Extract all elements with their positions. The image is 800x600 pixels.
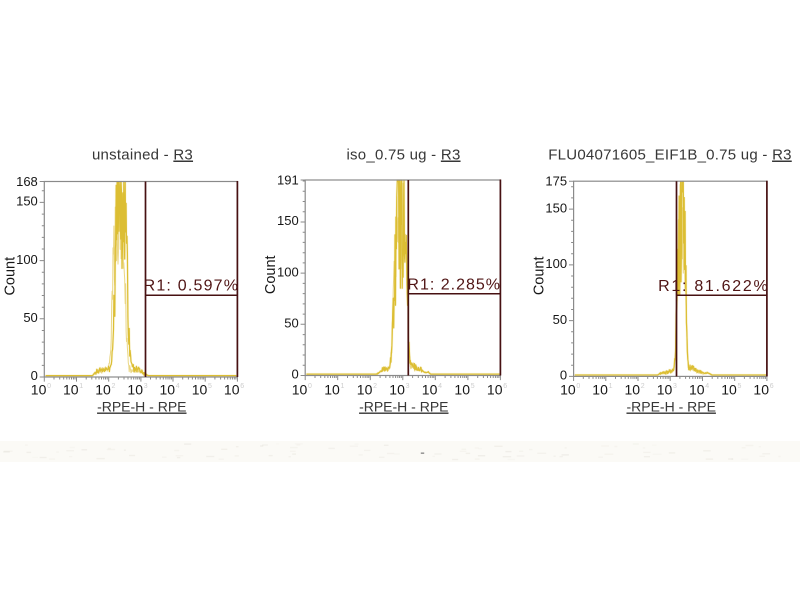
svg-text:10: 10 — [753, 382, 769, 398]
svg-text:0: 0 — [291, 367, 298, 382]
svg-text:10: 10 — [224, 382, 240, 398]
svg-text:Count: Count — [2, 257, 18, 296]
svg-text:10: 10 — [454, 382, 470, 398]
svg-text:6: 6 — [503, 383, 507, 390]
svg-text:4: 4 — [438, 383, 442, 390]
svg-text:10: 10 — [487, 382, 503, 398]
svg-text:-RPE-H - RPE: -RPE-H - RPE — [359, 399, 448, 415]
svg-text:10: 10 — [560, 382, 576, 398]
svg-text:R1: 2.285%: R1: 2.285% — [407, 276, 501, 293]
svg-text:150: 150 — [16, 194, 38, 209]
svg-text:5: 5 — [208, 383, 212, 390]
svg-text:10: 10 — [689, 382, 705, 398]
svg-text:10: 10 — [160, 382, 176, 398]
svg-text:10: 10 — [389, 382, 405, 398]
svg-text:150: 150 — [545, 200, 567, 215]
svg-text:0: 0 — [576, 383, 580, 390]
svg-text:0: 0 — [31, 368, 38, 383]
svg-text:10: 10 — [721, 382, 737, 398]
svg-text:10: 10 — [324, 382, 340, 398]
svg-text:10: 10 — [657, 382, 673, 398]
svg-text:50: 50 — [284, 316, 298, 331]
svg-text:1: 1 — [79, 383, 83, 390]
svg-text:5: 5 — [471, 383, 475, 390]
svg-text:0: 0 — [560, 368, 567, 383]
svg-text:FLU04071605_EIF1B_0.75 ug - R3: FLU04071605_EIF1B_0.75 ug - R3 — [548, 147, 792, 164]
svg-text:Count: Count — [532, 256, 548, 295]
svg-text:10: 10 — [127, 382, 143, 398]
svg-text:175: 175 — [545, 174, 567, 189]
svg-text:0: 0 — [47, 383, 51, 390]
svg-text:10: 10 — [357, 382, 373, 398]
svg-text:10: 10 — [625, 382, 641, 398]
svg-text:50: 50 — [23, 310, 37, 325]
svg-text:0: 0 — [308, 383, 312, 390]
svg-text:4: 4 — [705, 383, 709, 390]
svg-text:50: 50 — [553, 312, 567, 327]
svg-text:10: 10 — [95, 382, 111, 398]
svg-text:150: 150 — [277, 213, 299, 228]
svg-text:5: 5 — [738, 383, 742, 390]
svg-text:2: 2 — [373, 383, 377, 390]
svg-text:2: 2 — [641, 383, 645, 390]
svg-text:3: 3 — [673, 383, 677, 390]
svg-text:100: 100 — [277, 264, 299, 279]
svg-text:10: 10 — [63, 382, 79, 398]
svg-text:Count: Count — [263, 255, 279, 294]
svg-text:-RPE-H - RPE: -RPE-H - RPE — [626, 399, 715, 415]
svg-text:unstained - R3: unstained - R3 — [92, 147, 193, 164]
svg-text:100: 100 — [16, 252, 38, 267]
svg-text:1: 1 — [609, 383, 613, 390]
svg-text:iso_0.75 ug - R3: iso_0.75 ug - R3 — [346, 147, 460, 164]
svg-text:10: 10 — [292, 382, 308, 398]
svg-text:168: 168 — [16, 174, 38, 189]
svg-text:R1: 0.597%: R1: 0.597% — [144, 278, 240, 295]
svg-text:10: 10 — [31, 382, 47, 398]
svg-text:R1: 81.622%: R1: 81.622% — [658, 278, 769, 295]
svg-text:-RPE-H - RPE: -RPE-H - RPE — [97, 399, 186, 415]
svg-text:4: 4 — [176, 383, 180, 390]
svg-text:191: 191 — [277, 172, 299, 187]
svg-text:10: 10 — [422, 382, 438, 398]
svg-text:2: 2 — [112, 383, 116, 390]
svg-text:10: 10 — [592, 382, 608, 398]
svg-text:3: 3 — [406, 383, 410, 390]
svg-text:10: 10 — [192, 382, 208, 398]
svg-text:1: 1 — [341, 383, 345, 390]
svg-text:6: 6 — [240, 383, 244, 390]
svg-text:100: 100 — [545, 256, 567, 271]
svg-text:3: 3 — [144, 383, 148, 390]
svg-text:6: 6 — [770, 383, 774, 390]
